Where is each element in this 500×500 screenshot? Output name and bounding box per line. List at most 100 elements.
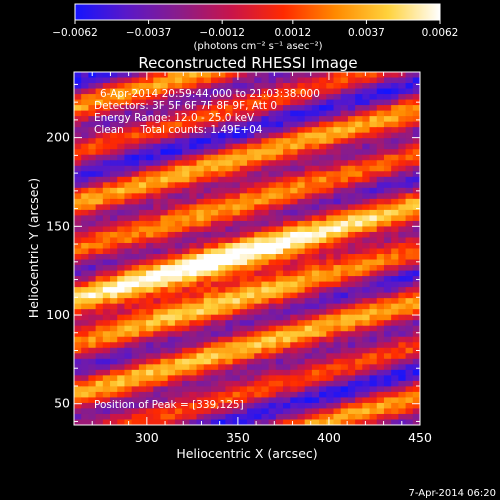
heatmap-cell [340, 99, 349, 106]
heatmap-cell [81, 259, 90, 266]
heatmap-cell [340, 176, 349, 183]
heatmap-cell [362, 149, 371, 156]
heatmap-cell [239, 143, 248, 150]
heatmap-cell [239, 154, 248, 161]
heatmap-cell [88, 265, 97, 272]
heatmap-cell [283, 116, 291, 123]
heatmap-cell [239, 248, 248, 255]
heatmap-cell [182, 309, 190, 316]
heatmap-cell [412, 265, 420, 272]
heatmap-cell [355, 121, 363, 128]
heatmap-cell [275, 287, 284, 294]
heatmap-cell [189, 143, 198, 150]
heatmap-cell [405, 248, 414, 255]
heatmap-cell [326, 353, 335, 360]
heatmap-cell [355, 347, 363, 354]
heatmap-cell [138, 397, 147, 404]
heatmap-cell [362, 380, 371, 387]
heatmap-cell [124, 281, 133, 288]
heatmap-cell [247, 303, 255, 310]
heatmap-cell [167, 143, 176, 150]
heatmap-cell [203, 154, 212, 161]
heatmap-cell [383, 88, 392, 95]
heatmap-cell [383, 132, 392, 139]
heatmap-cell [311, 193, 320, 200]
heatmap-cell [232, 242, 241, 250]
heatmap-cell [232, 331, 241, 338]
heatmap-cell [102, 176, 111, 183]
heatmap-cell [347, 254, 356, 261]
heatmap-cell [405, 182, 414, 189]
heatmap-cell [189, 419, 198, 425]
heatmap-cell [196, 165, 205, 172]
heatmap-cell [319, 149, 327, 156]
heatmap-cell [74, 419, 82, 425]
heatmap-cell [290, 413, 299, 421]
heatmap-cell [290, 248, 299, 255]
heatmap-cell [88, 110, 97, 117]
heatmap-cell [347, 209, 356, 217]
heatmap-cell [95, 138, 104, 145]
heatmap-cell [81, 77, 90, 84]
heatmap-cell [355, 303, 363, 310]
heatmap-cell [297, 287, 306, 294]
heatmap-cell [174, 209, 183, 217]
heatmap-cell [319, 72, 327, 79]
heatmap-cell [160, 292, 169, 299]
heatmap-cell [124, 110, 133, 117]
heatmap-cell [376, 116, 385, 123]
heatmap-cell [304, 187, 313, 194]
heatmap-cell [376, 276, 385, 283]
heatmap-cell [290, 182, 299, 189]
heatmap-cell [261, 176, 270, 183]
heatmap-cell [138, 402, 147, 410]
heatmap-cell [117, 176, 126, 183]
heatmap-cell [146, 72, 154, 79]
heatmap-cell [110, 358, 118, 365]
heatmap-cell [333, 187, 342, 194]
heatmap-cell [218, 276, 226, 283]
heatmap-cell [210, 204, 219, 211]
heatmap-cell [369, 182, 378, 189]
heatmap-cell [218, 331, 226, 338]
heatmap-cell [326, 259, 335, 266]
heatmap-cell [74, 220, 82, 228]
heatmap-cell [261, 309, 270, 316]
heatmap-cell [138, 314, 147, 321]
heatmap-cell [369, 259, 378, 266]
heatmap-cell [405, 110, 414, 117]
heatmap-cell [117, 220, 126, 228]
heatmap-cell [391, 397, 399, 404]
heatmap-cell [102, 165, 111, 172]
heatmap-cell [355, 331, 363, 338]
heatmap-cell [146, 347, 154, 354]
heatmap-cell [153, 391, 162, 399]
heatmap-cell [189, 386, 198, 393]
heatmap-cell [131, 254, 140, 261]
heatmap-cell [153, 408, 162, 415]
heatmap-cell [398, 127, 407, 134]
heatmap-cell [383, 298, 392, 305]
heatmap-cell [88, 182, 97, 189]
heatmap-cell [138, 281, 147, 288]
heatmap-cell [218, 88, 226, 95]
heatmap-cell [362, 248, 371, 255]
heatmap-cell [210, 281, 219, 288]
heatmap-cell [88, 314, 97, 321]
heatmap-cell [81, 226, 90, 233]
heatmap-cell [405, 353, 414, 360]
heatmap-cell [88, 127, 97, 134]
heatmap-cell [88, 165, 97, 172]
heatmap-cell [225, 380, 234, 387]
heatmap-cell [369, 77, 378, 84]
heatmap-cell [347, 281, 356, 288]
heatmap-cell [174, 237, 183, 244]
heatmap-cell [383, 121, 392, 128]
heatmap-cell [383, 276, 392, 283]
heatmap-cell [304, 386, 313, 393]
heatmap-cell [153, 116, 162, 123]
heatmap-cell [319, 320, 327, 327]
heatmap-cell [275, 336, 284, 343]
heatmap-cell [182, 204, 190, 211]
heatmap-cell [110, 132, 118, 139]
